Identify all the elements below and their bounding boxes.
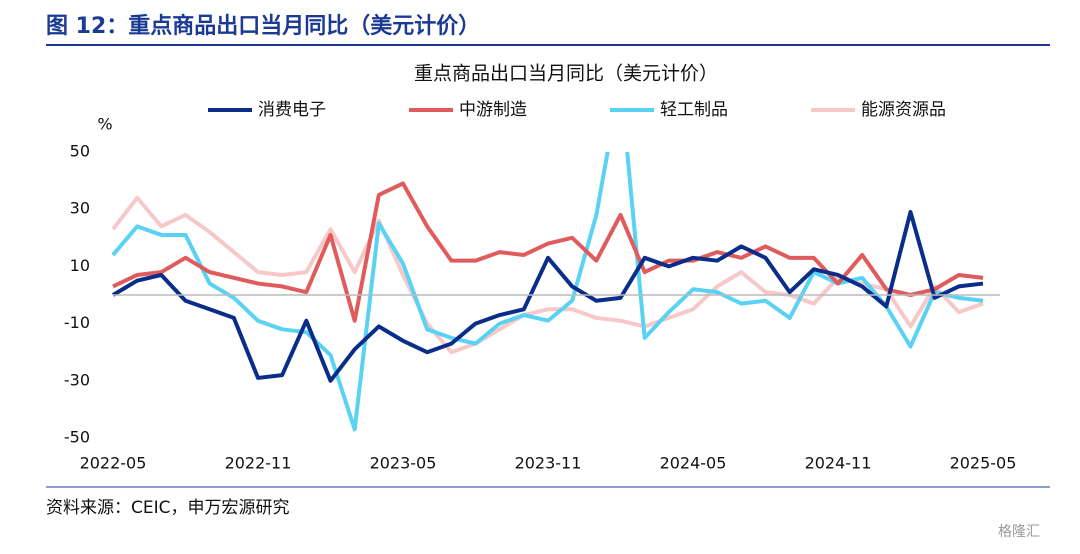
series-line [111, 195, 984, 355]
series-line [111, 152, 984, 432]
source: 资料来源：CEIC，申万宏源研究 [46, 498, 290, 518]
y-tick-label: -50 [64, 428, 90, 447]
chart-title: 重点商品出口当月同比（美元计价） [414, 63, 718, 85]
legend-label: 轻工制品 [660, 100, 728, 120]
y-tick-label: 30 [70, 199, 90, 218]
plot-area [111, 152, 984, 432]
x-tick-label: 2024-11 [805, 454, 872, 473]
y-axis-label: % [97, 115, 112, 134]
x-tick-label: 2022-11 [225, 454, 292, 473]
y-tick-label: -30 [64, 370, 90, 389]
x-tick-label: 2023-11 [515, 454, 582, 473]
x-tick-label: 2022-05 [80, 454, 147, 473]
legend-label: 中游制造 [459, 100, 527, 120]
x-tick-label: 2025-05 [950, 454, 1017, 473]
x-tick-label: 2023-05 [370, 454, 437, 473]
x-tick-label: 2024-05 [660, 454, 727, 473]
y-tick-label: 50 [70, 142, 90, 161]
series-line [111, 210, 984, 383]
series-line [112, 181, 984, 323]
watermark: 格隆汇 [998, 524, 1040, 540]
legend-label: 能源资源品 [861, 100, 946, 120]
y-tick-label: 10 [70, 256, 90, 275]
y-tick-label: -10 [64, 313, 90, 332]
legend-label: 消费电子 [258, 100, 326, 120]
header-title: 图 12：重点商品出口当月同比（美元计价） [46, 13, 480, 39]
